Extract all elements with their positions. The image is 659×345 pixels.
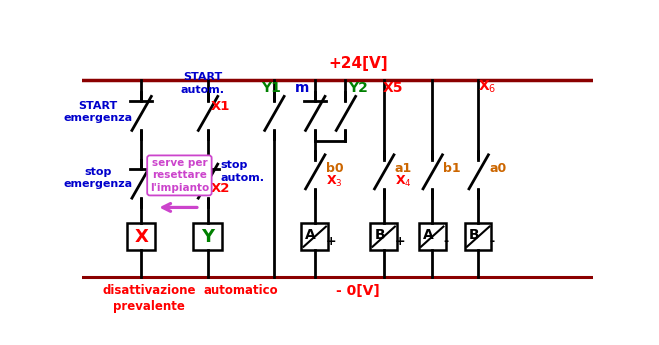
Bar [465, 223, 492, 250]
Text: m: m [295, 80, 309, 95]
Text: b1: b1 [444, 162, 461, 175]
Text: START
emergenza: START emergenza [63, 101, 132, 123]
Text: X2: X2 [211, 181, 231, 195]
Text: A: A [305, 228, 316, 242]
Text: - 0[V]: - 0[V] [336, 285, 380, 298]
Text: Y1: Y1 [262, 80, 281, 95]
Text: -: - [444, 235, 449, 248]
Text: stop
emergenza: stop emergenza [63, 167, 132, 189]
Text: Y: Y [201, 228, 214, 246]
Bar [301, 223, 328, 250]
Text: X$_4$: X$_4$ [395, 174, 412, 189]
Text: +: + [326, 235, 337, 248]
Text: X$_6$: X$_6$ [478, 78, 496, 95]
Text: +24[V]: +24[V] [328, 56, 388, 71]
Text: stop
autom.: stop autom. [220, 160, 264, 183]
Bar [370, 223, 397, 250]
Bar [419, 223, 445, 250]
Bar [194, 223, 221, 250]
Text: START
autom.: START autom. [181, 72, 225, 95]
Text: X$_3$: X$_3$ [326, 174, 343, 189]
Text: B: B [469, 228, 479, 242]
Text: B: B [374, 228, 385, 242]
Text: X1: X1 [211, 100, 231, 113]
Bar [127, 223, 155, 250]
Text: serve per
resettare
l'impianto: serve per resettare l'impianto [150, 158, 209, 193]
Text: disattivazione
prevalente: disattivazione prevalente [102, 285, 196, 314]
Text: a0: a0 [490, 162, 507, 175]
Text: +: + [395, 235, 405, 248]
Text: b0: b0 [326, 162, 343, 175]
Text: X: X [134, 228, 148, 246]
Text: A: A [423, 228, 434, 242]
Text: automatico: automatico [204, 285, 278, 297]
Text: -: - [490, 235, 494, 248]
Text: a1: a1 [395, 162, 412, 175]
Text: X5: X5 [383, 80, 403, 95]
Text: Y2: Y2 [348, 80, 368, 95]
